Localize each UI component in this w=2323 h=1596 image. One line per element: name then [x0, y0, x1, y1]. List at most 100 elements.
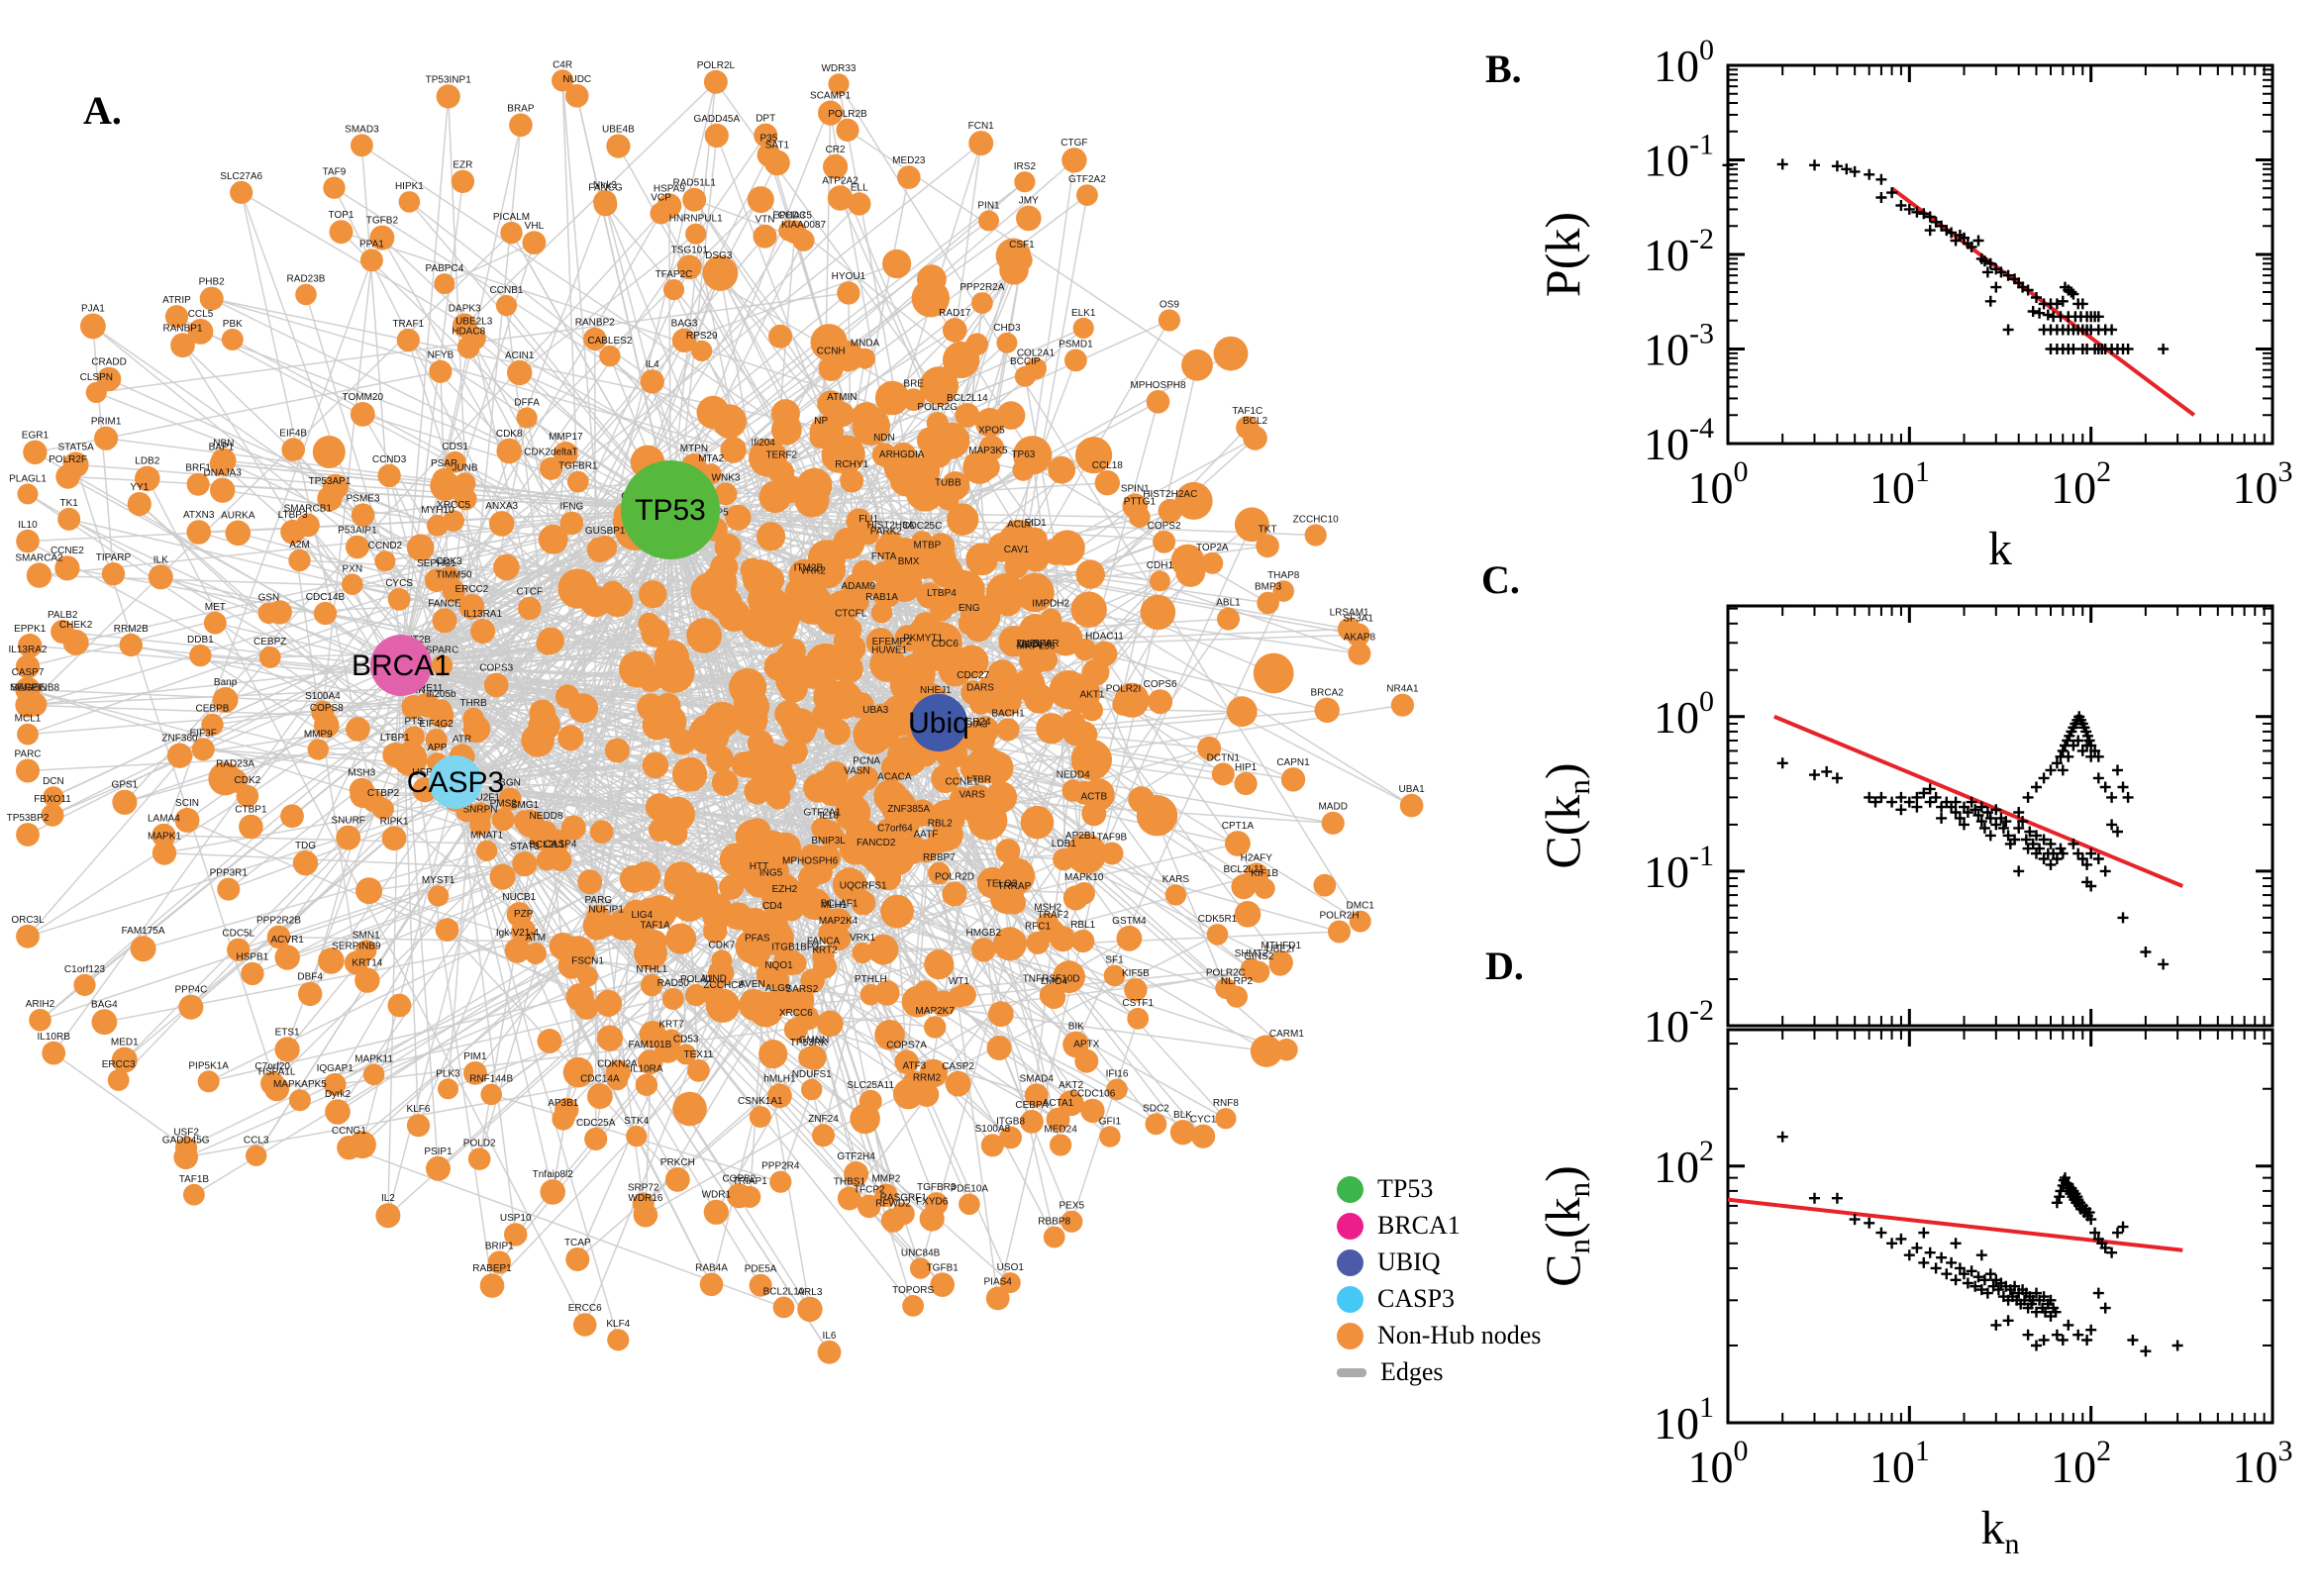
- network-node-label: DCTN1: [1207, 752, 1241, 763]
- network-node: [518, 596, 542, 621]
- network-node-label: ITGB8: [996, 1117, 1025, 1128]
- network-core-node: [1250, 1035, 1283, 1067]
- data-point: [1924, 1247, 1936, 1258]
- network-core-node: [406, 534, 435, 561]
- network-node: [1390, 693, 1414, 717]
- network-node: [817, 1340, 842, 1364]
- network-node: [317, 485, 343, 512]
- network-core-node: [819, 647, 846, 673]
- network-node-label: TK1: [60, 498, 79, 509]
- network-node: [985, 1286, 1010, 1311]
- network-node: [57, 507, 81, 531]
- data-point: [2038, 834, 2050, 846]
- network-core-node: [789, 719, 815, 746]
- network-node-label: SLC27A6: [220, 171, 262, 182]
- network-node: [436, 84, 460, 109]
- network-core-node: [703, 919, 728, 944]
- network-node-label: MNDA: [851, 339, 880, 349]
- network-core-node: [852, 407, 891, 447]
- network-node-label: SNURF: [331, 816, 364, 827]
- network-node: [792, 229, 815, 251]
- network-node-label: PIP5K1A: [188, 1060, 229, 1071]
- legend-label: BRCA1: [1377, 1211, 1461, 1240]
- network-node-label: SPIN1: [1121, 483, 1150, 494]
- network-node-label: CDK2deltaT: [524, 448, 577, 458]
- network-node: [968, 131, 994, 156]
- network-node-label: CEBPB: [196, 704, 230, 715]
- network-node-label: TRRAP: [997, 881, 1031, 892]
- data-point: [2038, 1291, 2050, 1303]
- network-core-node: [557, 568, 598, 609]
- network-node: [640, 973, 663, 997]
- network-node-label: EGR1: [22, 431, 50, 442]
- network-node-label: GSTM4: [1112, 916, 1147, 927]
- network-node: [187, 319, 214, 345]
- network-node: [1069, 840, 1092, 863]
- network-node: [1041, 919, 1065, 944]
- network-node: [714, 482, 738, 506]
- network-node-label: SNRPN: [462, 804, 497, 815]
- network-node-label: LDB2: [135, 456, 159, 467]
- network-edge: [463, 81, 717, 327]
- network-node-label: ATR: [453, 734, 471, 745]
- network-edge: [460, 509, 671, 757]
- network-node-label: PKMYT1: [903, 634, 943, 645]
- network-core-node: [596, 1025, 624, 1051]
- network-node-label: BCL2: [1243, 416, 1267, 427]
- network-node-label: MAPKAPK5: [273, 1079, 327, 1090]
- network-node: [375, 1203, 401, 1229]
- network-node-label: CDK8: [496, 429, 523, 440]
- plot-frame: [1726, 604, 2274, 1028]
- network-node-label: ETS1: [275, 1027, 300, 1038]
- network-node: [839, 618, 862, 642]
- network-node-label: KLF4: [606, 1319, 630, 1330]
- network-node: [201, 713, 224, 737]
- x-tick-label: 102: [2051, 1435, 2111, 1492]
- network-edge: [400, 602, 772, 666]
- network-node-label: CTBP2: [367, 788, 400, 799]
- network-node-label: COPS7A: [886, 1040, 927, 1050]
- network-node-label: PLK3: [436, 1068, 460, 1079]
- y-tick-label: 102: [1654, 1135, 1714, 1192]
- data-point: [1975, 1284, 1987, 1296]
- network-node: [1043, 1226, 1065, 1248]
- network-node: [632, 1192, 655, 1215]
- network-node-label: KARS: [1162, 874, 1190, 885]
- network-node-label: DNAJA3: [204, 468, 243, 479]
- network-node-label: YY1: [130, 482, 149, 493]
- data-point: [1776, 158, 1788, 170]
- network-node-label: SCAMP1: [810, 90, 852, 101]
- network-node: [1106, 1078, 1128, 1101]
- network-edge: [198, 483, 671, 511]
- network-nodes: [15, 69, 1424, 1364]
- network-node-label: CEBPA: [1015, 1100, 1048, 1111]
- network-node: [837, 281, 860, 305]
- data-point: [1864, 1217, 1875, 1229]
- network-node-label: CDS1: [442, 442, 468, 452]
- data-point: [1895, 200, 1907, 211]
- data-point: [2106, 324, 2118, 336]
- network-node: [801, 1078, 823, 1101]
- network-node-label: FAM175A: [122, 926, 165, 937]
- network-edge: [668, 205, 671, 511]
- network-node: [191, 738, 215, 761]
- data-point: [1903, 796, 1915, 808]
- network-node-label: BAP1: [209, 443, 235, 453]
- network-node: [15, 676, 41, 703]
- network-node-label: VARS: [959, 790, 985, 801]
- network-node-label: FANCD2: [857, 838, 896, 848]
- network-core-node: [1175, 556, 1206, 587]
- network-node-label: Dyrk2: [325, 1089, 352, 1100]
- network-node-label: GTF2A2: [1068, 174, 1106, 185]
- network-node: [914, 839, 938, 863]
- network-node-label: JUNB: [452, 462, 477, 473]
- network-node: [258, 646, 281, 668]
- network-node-label: KIAA0087: [781, 220, 826, 231]
- network-node: [456, 336, 480, 359]
- data-point: [1950, 796, 1962, 808]
- network-node-label: TCAP: [564, 1238, 591, 1248]
- network-edge: [896, 857, 1111, 1138]
- network-node-label: MAPK11: [354, 1054, 393, 1065]
- network-node-label: SF1: [1105, 955, 1124, 966]
- network-node: [828, 73, 850, 95]
